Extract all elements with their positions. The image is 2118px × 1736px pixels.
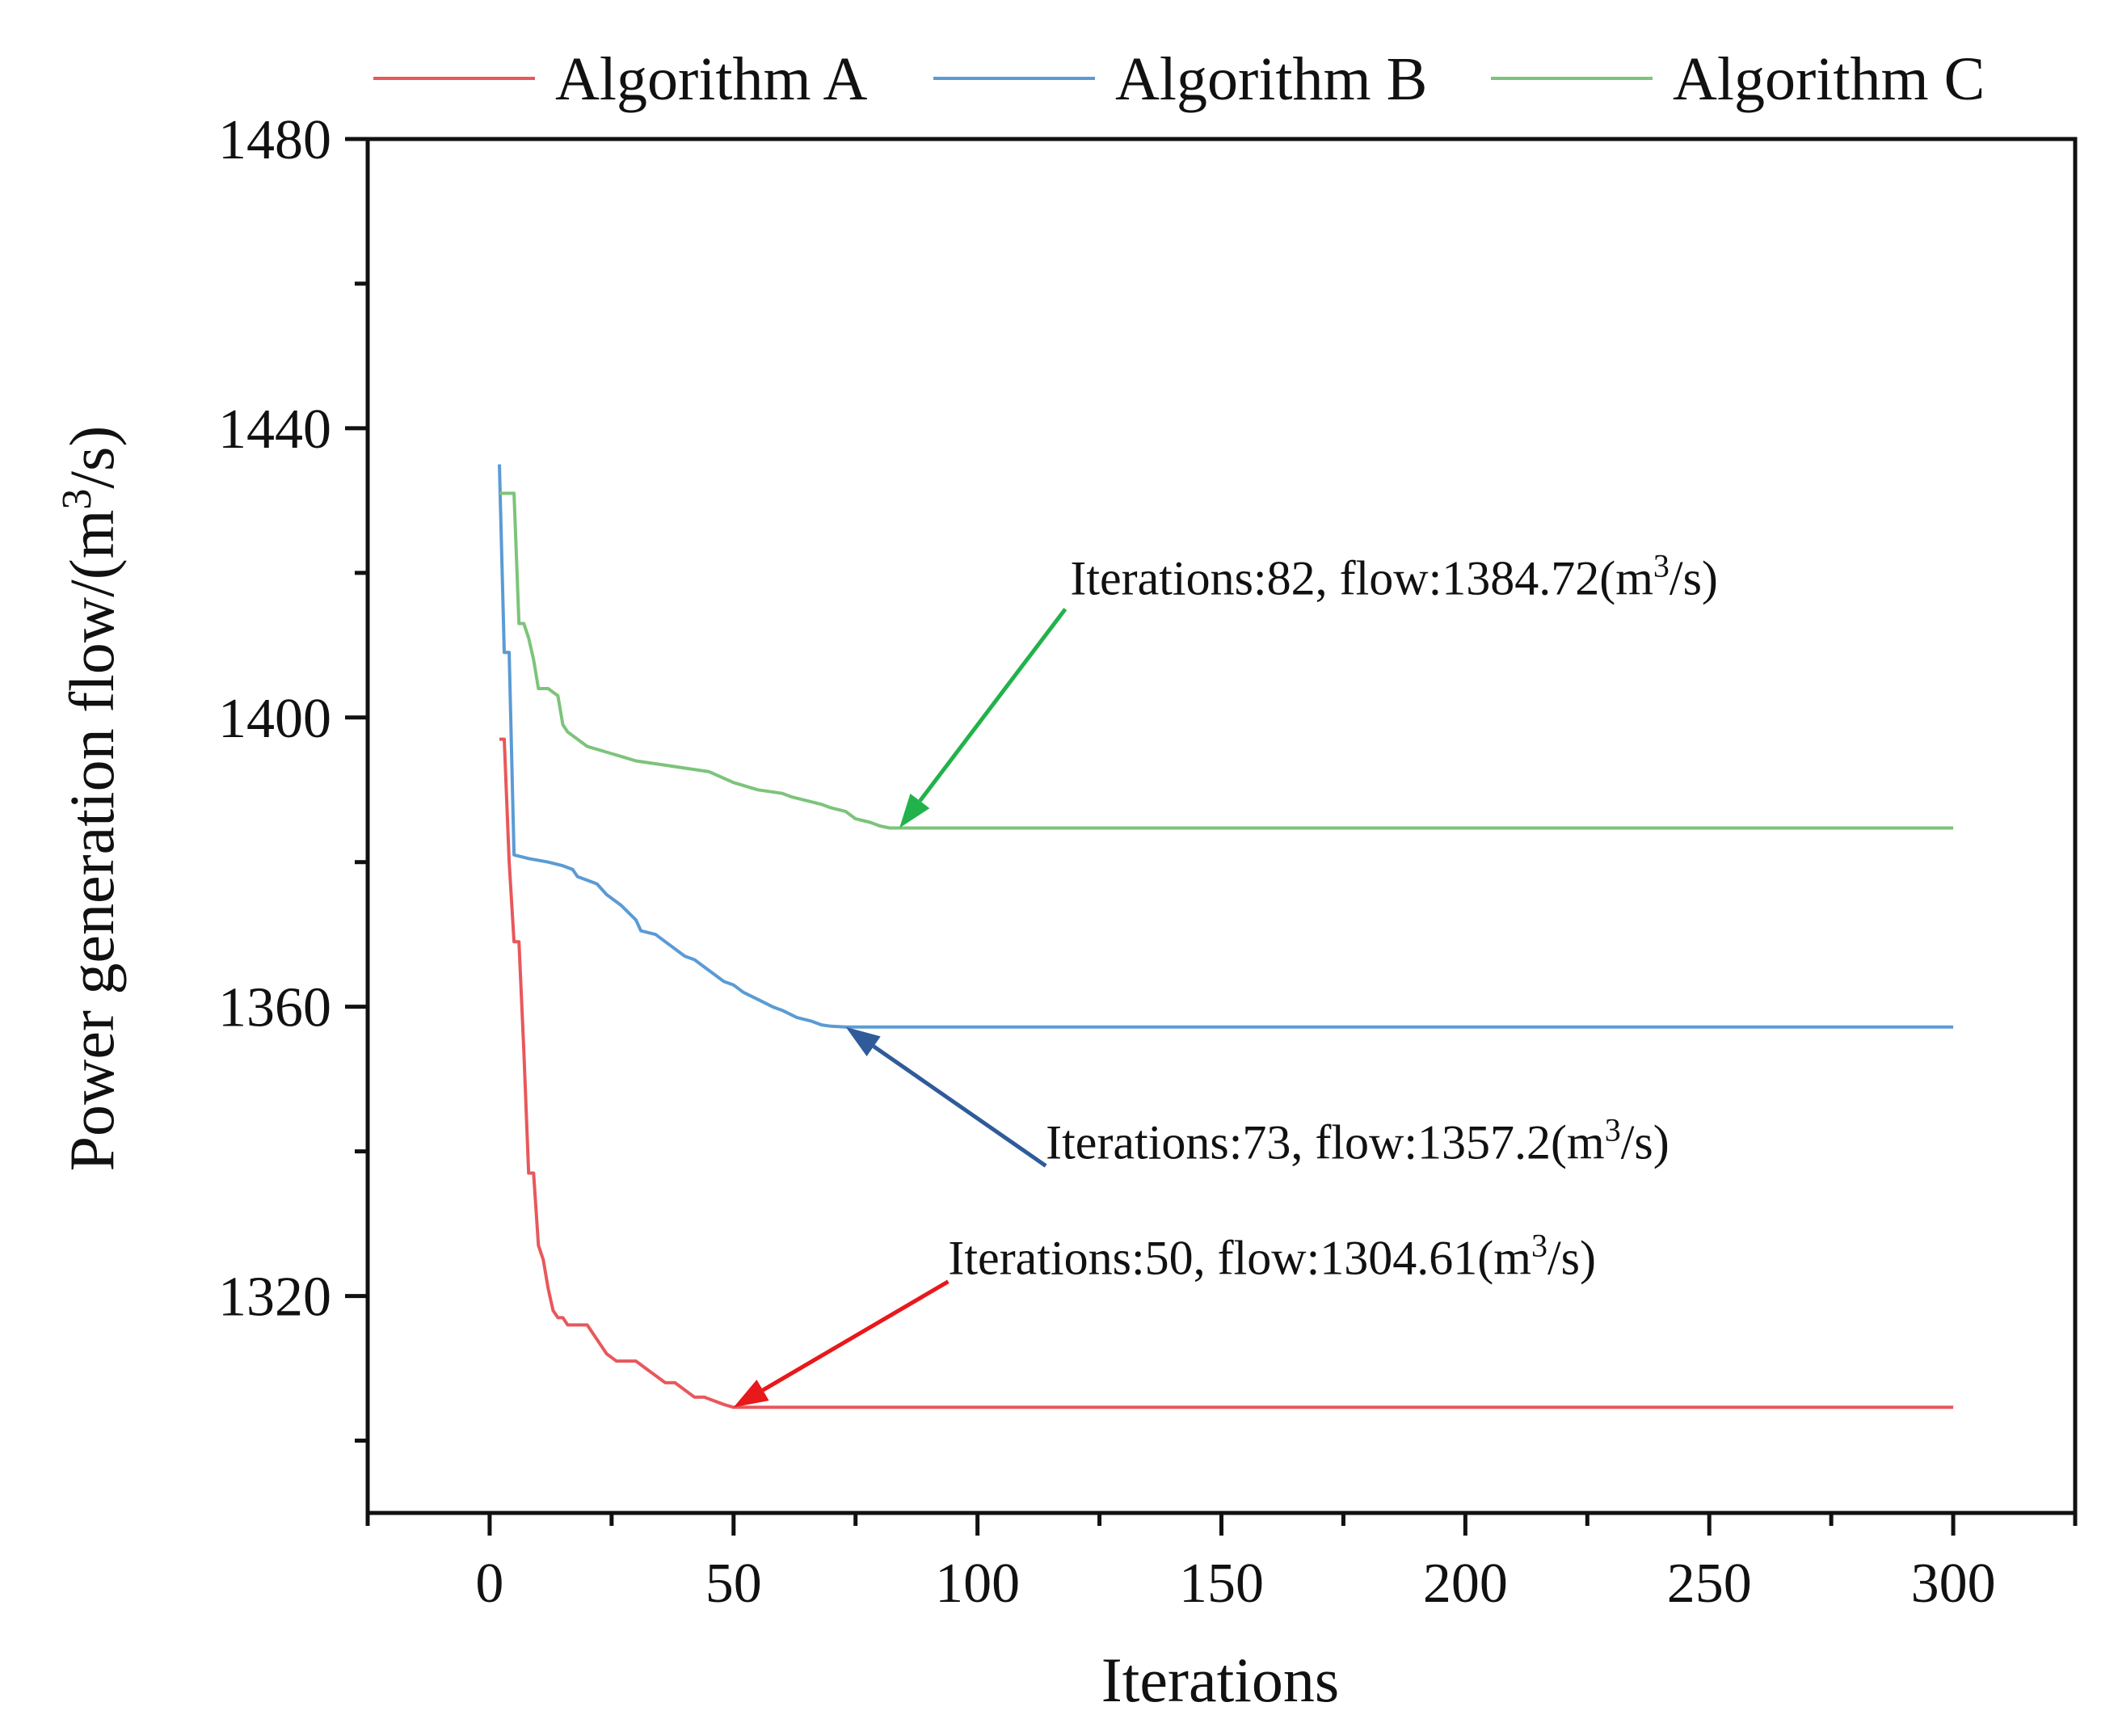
series-line-2 <box>498 464 1954 1029</box>
x-tick-label: 300 <box>1911 1553 1996 1615</box>
y-tick-label: 1360 <box>218 977 331 1039</box>
legend: Algorithm A Algorithm B Algorithm C <box>373 45 1985 113</box>
annotation-arrowhead-1 <box>733 1380 769 1408</box>
y-axis-title: Power generation flow/(m3/s) <box>54 426 128 1172</box>
annotation-label-1: Iterations:50, flow:1304.61(m3/s) <box>948 1227 1596 1285</box>
y-tick-label: 1320 <box>218 1266 331 1329</box>
annotation-arrowhead-2 <box>845 1026 881 1057</box>
series-line-3 <box>499 491 1954 830</box>
annotation-label-2: Iterations:73, flow:1357.2(m3/s) <box>1046 1111 1670 1169</box>
x-tick-label: 50 <box>705 1553 762 1615</box>
annotation-arrow-line-2 <box>872 1044 1047 1168</box>
series-line-1 <box>499 737 1954 1409</box>
y-tick-label: 1440 <box>218 398 331 461</box>
x-axis-title: Iterations <box>1101 1645 1340 1715</box>
annotation-arrow-line-3 <box>918 608 1067 803</box>
x-tick-label: 100 <box>935 1553 1020 1615</box>
legend-label-2: Algorithm B <box>1115 45 1427 113</box>
plot-lines <box>498 464 1954 1409</box>
axis-ticks: 0 50 100 150 200 250 300 1320 1360 1400 1440 1480 <box>218 109 2078 1615</box>
legend-label-1: Algorithm A <box>555 45 867 113</box>
x-tick-label: 250 <box>1667 1553 1752 1615</box>
x-tick-label: 150 <box>1179 1553 1264 1615</box>
annotation-label-3: Iterations:82, flow:1384.72(m3/s) <box>1070 547 1718 605</box>
y-tick-label: 1400 <box>218 688 331 750</box>
x-tick-label: 200 <box>1423 1553 1508 1615</box>
y-tick-label: 1480 <box>218 109 331 171</box>
annotation-arrowhead-3 <box>899 793 930 828</box>
annotations: Iterations:50, flow:1304.61(m3/s) Iterati… <box>733 547 1718 1408</box>
legend-label-3: Algorithm C <box>1673 45 1985 113</box>
x-tick-label: 0 <box>475 1553 503 1615</box>
annotation-arrow-line-1 <box>761 1279 950 1393</box>
